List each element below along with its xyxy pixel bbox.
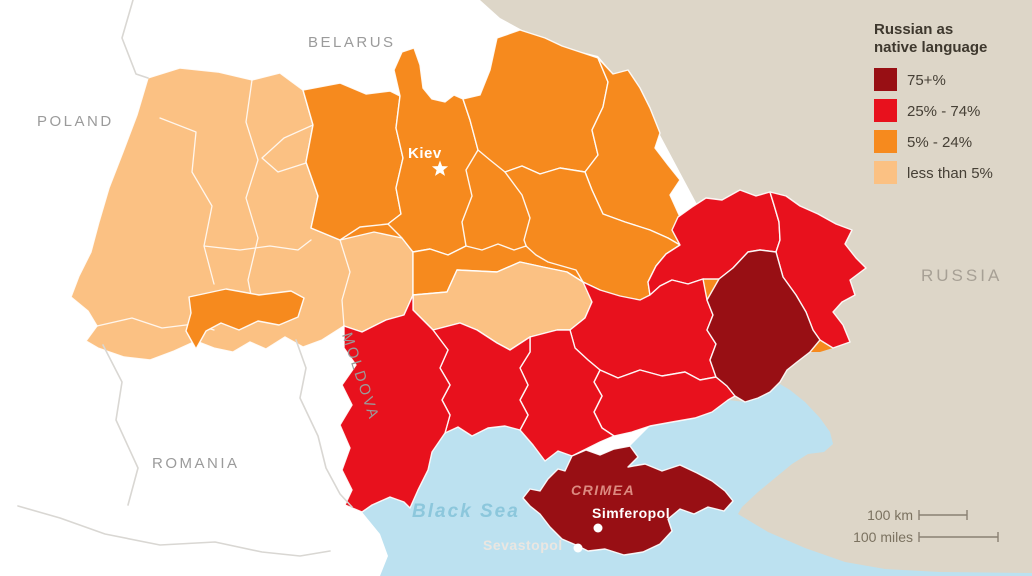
scale-km-bar bbox=[918, 510, 968, 520]
legend-swatch-25-74 bbox=[874, 99, 897, 122]
legend-swatch-75plus bbox=[874, 68, 897, 91]
scale-miles-label: 100 miles bbox=[853, 529, 913, 545]
label-poland: POLAND bbox=[37, 113, 114, 130]
label-sevastopol: Sevastopol bbox=[483, 537, 563, 553]
romania-west-border-line bbox=[102, 344, 139, 506]
legend: Russian as native language 75+% 25% - 74… bbox=[874, 21, 993, 184]
poland-border-line bbox=[121, 0, 149, 79]
oblast-divider-lines-west bbox=[96, 79, 351, 331]
legend-label-75plus: 75+% bbox=[907, 72, 946, 89]
label-crimea: CRIMEA bbox=[571, 482, 635, 498]
legend-swatch-less5 bbox=[874, 161, 897, 184]
legend-label-less5: less than 5% bbox=[907, 165, 993, 182]
region-chernivtsi-patch bbox=[185, 288, 305, 350]
label-simferopol: Simferopol bbox=[592, 505, 670, 521]
region-donetsk bbox=[706, 249, 821, 403]
legend-title-line1: Russian as bbox=[874, 21, 953, 38]
region-kyiv bbox=[387, 47, 479, 256]
moldova-romania-border-line bbox=[295, 339, 353, 508]
region-zhytomyr bbox=[302, 82, 404, 241]
legend-label-5-24: 5% - 24% bbox=[907, 134, 972, 151]
scale-km-label: 100 km bbox=[867, 507, 913, 523]
region-odessa bbox=[339, 294, 451, 513]
danube-river-line bbox=[17, 505, 331, 557]
sevastopol-city-dot bbox=[573, 543, 583, 553]
region-crimea bbox=[522, 445, 734, 556]
label-black-sea: Black Sea bbox=[412, 501, 520, 522]
legend-swatch-5-24 bbox=[874, 130, 897, 153]
kiev-capital-star-icon bbox=[431, 160, 449, 176]
label-russia: RUSSIA bbox=[921, 266, 1002, 285]
label-romania: ROMANIA bbox=[152, 455, 240, 472]
legend-label-25-74: 25% - 74% bbox=[907, 103, 980, 120]
legend-title-line2: native language bbox=[874, 39, 987, 56]
label-kiev: Kiev bbox=[408, 145, 442, 162]
simferopol-city-dot bbox=[593, 523, 603, 533]
label-belarus: BELARUS bbox=[308, 34, 396, 51]
map-scale: 100 km 100 miles bbox=[853, 507, 999, 545]
scale-miles-bar bbox=[918, 532, 999, 542]
